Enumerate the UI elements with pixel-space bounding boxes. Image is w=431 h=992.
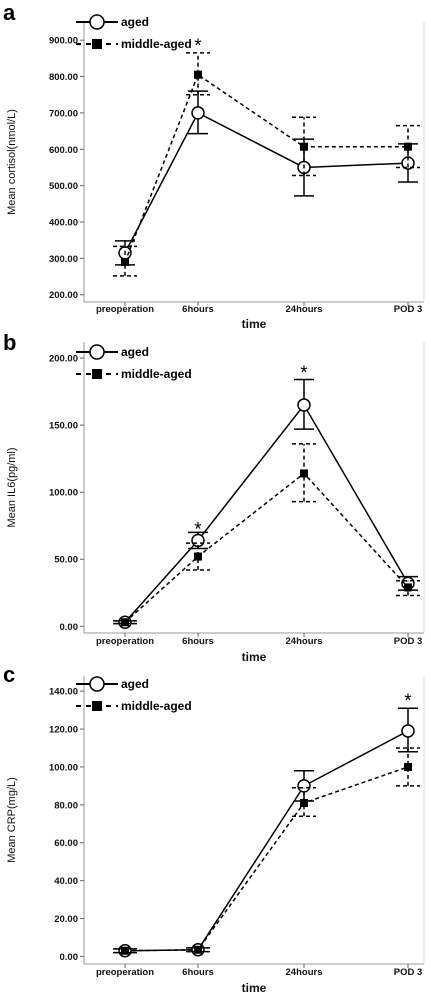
y-tick-label: 200.00: [49, 290, 78, 301]
legend: aged middle-aged: [76, 344, 192, 381]
legend-marker-middle-aged: [92, 701, 102, 711]
legend-label-middle-aged: middle-aged: [121, 699, 192, 713]
y-tick-label: 0.00: [60, 952, 79, 963]
data-point: [121, 618, 129, 627]
series-aged: [115, 90, 418, 266]
y-tick-label: 150.00: [49, 421, 78, 432]
data-point: [194, 70, 202, 79]
data-point: [404, 762, 412, 771]
data-point: [300, 469, 308, 478]
series-aged: [115, 378, 418, 630]
x-axis-label: time: [242, 981, 267, 992]
series-middle-aged: [113, 747, 420, 955]
legend-marker-middle-aged: [92, 39, 102, 49]
data-point: [300, 142, 308, 151]
x-tick-label: POD 3: [394, 304, 423, 315]
data-point: [121, 946, 129, 955]
y-axis-label: Mean CRP(mg/L): [6, 777, 18, 863]
x-axis-label: time: [242, 317, 267, 330]
chart-b: 0.00 50.00 100.00 150.00 200.00 preoperation 6…: [3, 330, 425, 662]
significance-star: *: [194, 520, 202, 541]
legend-label-middle-aged: middle-aged: [121, 367, 192, 381]
y-tick-label: 100.00: [49, 762, 78, 773]
x-tick-label: preoperation: [96, 636, 154, 647]
panel-b: 0.00 50.00 100.00 150.00 200.00 preoperation 6…: [0, 330, 431, 662]
series-line: [124, 472, 409, 623]
data-point: [297, 398, 311, 412]
series-aged: [115, 707, 418, 958]
x-tick-label: 24hours: [286, 304, 323, 315]
panel-label: c: [3, 662, 15, 687]
x-tick-label: POD 3: [394, 967, 423, 978]
legend-label-middle-aged: middle-aged: [121, 37, 192, 51]
x-tick-label: POD 3: [394, 636, 423, 647]
x-tick-label: 24hours: [286, 967, 323, 978]
y-tick-label: 140.00: [49, 687, 78, 698]
panel-c: 0.00 20.00 40.00 60.00 80.00 100.00 120.00 140.…: [0, 662, 431, 992]
y-tick-label: 400.00: [49, 218, 78, 229]
data-point: [297, 779, 311, 793]
y-tick-label: 200.00: [49, 354, 78, 365]
legend-label-aged: aged: [121, 345, 149, 359]
data-point: [300, 798, 308, 807]
panel-label: b: [3, 330, 16, 355]
y-axis-label: Mean cortisol(nmol/L): [6, 109, 18, 215]
y-tick-label: 0.00: [60, 622, 79, 633]
data-point: [404, 142, 412, 151]
y-tick-label: 50.00: [54, 555, 78, 566]
y-tick-label: 700.00: [49, 108, 78, 119]
legend: aged middle-aged: [76, 676, 192, 713]
series-middle-aged: [113, 443, 420, 627]
panel-a: 200.00 300.00 400.00 500.00 600.00 700.00 800.…: [0, 0, 431, 330]
significance-star: *: [404, 691, 412, 712]
series-line: [124, 766, 409, 952]
data-point: [194, 945, 202, 954]
y-tick-label: 80.00: [54, 800, 78, 811]
y-tick-label: 120.00: [49, 725, 78, 736]
x-axis-label: time: [242, 650, 267, 662]
data-point: [121, 258, 129, 266]
y-tick-label: 40.00: [54, 876, 78, 887]
y-axis-label: Mean IL6(pg/ml): [6, 447, 18, 527]
x-tick-label: 6hours: [182, 636, 214, 647]
chart-a: 200.00 300.00 400.00 500.00 600.00 700.00 800.…: [3, 0, 425, 330]
chart-c: 0.00 20.00 40.00 60.00 80.00 100.00 120.00 140.…: [3, 662, 425, 992]
series-line: [124, 73, 408, 263]
data-point: [401, 724, 415, 738]
data-point: [404, 583, 412, 592]
x-tick-label: 6hours: [182, 967, 214, 978]
legend-label-aged: aged: [121, 677, 149, 691]
series-line: [124, 730, 409, 952]
significance-star: *: [300, 363, 308, 384]
legend-marker-aged: [89, 344, 105, 360]
y-tick-label: 60.00: [54, 838, 78, 849]
legend-marker-aged: [89, 676, 105, 692]
significance-star: *: [194, 36, 202, 57]
series-middle-aged: [113, 52, 420, 277]
x-tick-label: preoperation: [96, 304, 154, 315]
y-tick-label: 20.00: [54, 914, 78, 925]
x-tick-label: 6hours: [182, 304, 214, 315]
panel-label: a: [3, 0, 16, 25]
series-line: [124, 111, 409, 254]
legend-label-aged: aged: [121, 15, 149, 29]
y-tick-label: 600.00: [49, 145, 78, 156]
series-line: [124, 403, 409, 623]
x-tick-label: preoperation: [96, 967, 154, 978]
legend-marker-middle-aged: [92, 369, 102, 379]
y-tick-label: 100.00: [49, 488, 78, 499]
x-tick-label: 24hours: [286, 636, 323, 647]
data-point: [194, 552, 202, 561]
data-point: [191, 106, 205, 120]
legend: aged middle-aged: [76, 14, 192, 51]
y-tick-label: 300.00: [49, 254, 78, 265]
y-tick-label: 800.00: [49, 72, 78, 83]
legend-marker-aged: [89, 14, 105, 30]
y-tick-label: 500.00: [49, 181, 78, 192]
y-tick-label: 900.00: [49, 36, 78, 47]
